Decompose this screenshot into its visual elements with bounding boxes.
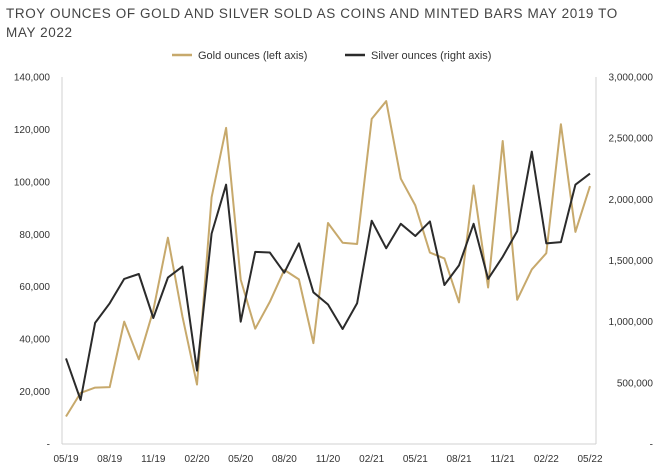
chart-axes: [61, 77, 597, 445]
right-tick-label: 2,000,000: [609, 195, 654, 206]
chart-title: TROY OUNCES OF GOLD AND SILVER SOLD AS C…: [6, 6, 618, 40]
right-tick-label: -: [650, 440, 653, 451]
left-tick-label: 60,000: [19, 282, 50, 293]
x-tick-label: 08/20: [272, 454, 297, 465]
x-tick-label: 05/22: [577, 454, 602, 465]
right-tick-label: 3,000,000: [609, 73, 654, 84]
left-tick-label: 100,000: [14, 177, 51, 188]
left-tick-label: 80,000: [19, 230, 50, 241]
right-tick-label: 2,500,000: [609, 134, 654, 145]
left-tick-label: -: [47, 440, 50, 451]
x-tick-label: 05/20: [228, 454, 253, 465]
right-tick-label: 1,000,000: [609, 317, 654, 328]
gold-series-line: [65, 100, 591, 418]
left-tick-label: 40,000: [19, 335, 50, 346]
x-tick-label: 05/21: [403, 454, 428, 465]
x-tick-label: 02/22: [534, 454, 559, 465]
x-tick-label: 11/19: [141, 454, 166, 465]
x-tick-label: 11/20: [316, 454, 341, 465]
legend-silver-label: Silver ounces (right axis): [371, 50, 491, 62]
x-tick-label: 02/21: [359, 454, 384, 465]
x-axis-ticks: 05/19 08/19 11/19 02/20 05/20 08/20 11/20 02/21…: [53, 454, 602, 465]
left-tick-label: 20,000: [19, 387, 50, 398]
left-tick-label: 120,000: [14, 125, 51, 136]
x-tick-label: 08/19: [97, 454, 122, 465]
x-tick-label: 11/21: [491, 454, 516, 465]
silver-series-line: [65, 150, 591, 401]
right-tick-label: 500,000: [617, 378, 654, 389]
x-tick-label: 02/20: [184, 454, 209, 465]
left-tick-label: 140,000: [14, 73, 51, 84]
legend-gold-label: Gold ounces (left axis): [198, 50, 307, 62]
right-tick-label: 1,500,000: [609, 256, 654, 267]
x-tick-label: 05/19: [53, 454, 78, 465]
x-tick-label: 08/21: [446, 454, 471, 465]
left-axis-ticks: - 20,000 40,000 60,000 80,000 100,000 120,000 1…: [14, 73, 51, 451]
right-axis-ticks: - 500,000 1,000,000 1,500,000 2,000,000 2,500…: [609, 73, 654, 451]
series-lines: [65, 100, 591, 418]
legend: Gold ounces (left axis) Silver ounces (r…: [172, 50, 491, 62]
